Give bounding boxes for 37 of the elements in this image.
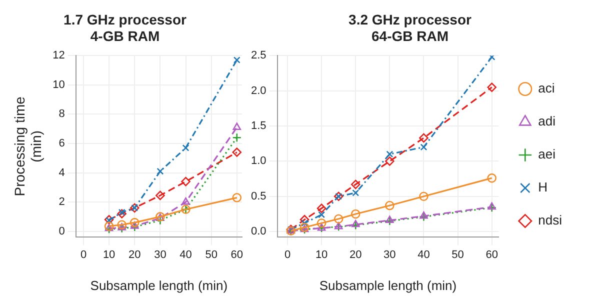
y-tick-label: 0	[58, 225, 65, 238]
legend-label: adi	[538, 114, 556, 129]
y-tick-label: 8	[58, 108, 65, 120]
legend-label: aei	[538, 146, 556, 162]
y-tick-label: 12	[52, 50, 65, 62]
y-tick-label: 2.5	[250, 50, 266, 62]
x-tick-label: 10	[102, 248, 116, 261]
x-tick-label: 20	[128, 248, 141, 261]
y-tick-label: 6	[58, 138, 65, 150]
y-axis-title: Processing time (min)	[11, 96, 44, 196]
chart-title: 1.7 GHz processor 4-GB RAM	[64, 11, 188, 44]
x-tick-label: 0	[80, 248, 87, 261]
y-tick-label: 2.0	[250, 84, 266, 97]
x-tick-label: 50	[452, 248, 464, 261]
x-tick-label: 50	[205, 248, 218, 261]
x-tick-label: 30	[384, 248, 396, 261]
x-tick-label: 10	[315, 248, 328, 261]
x-tick-label: 40	[180, 248, 192, 261]
chart-title: 3.2 GHz processor 64-GB RAM	[348, 11, 472, 44]
y-tick-label: 4	[58, 166, 65, 179]
x-tick-label: 60	[230, 248, 244, 261]
legend-label: aci	[538, 80, 555, 96]
legend-label: H	[538, 180, 548, 195]
x-axis-title: Subsample length (min)	[90, 278, 228, 293]
y-tick-label: 10	[52, 78, 65, 91]
x-tick-label: 20	[349, 248, 362, 261]
y-tick-label: 0.0	[250, 226, 266, 238]
x-tick-label: 30	[154, 248, 166, 261]
x-axis-title: Subsample length (min)	[319, 278, 457, 293]
x-tick-label: 40	[418, 248, 430, 261]
y-tick-label: 0.5	[250, 190, 266, 202]
y-tick-label: 1.0	[250, 155, 266, 168]
x-tick-label: 60	[486, 248, 498, 261]
y-tick-label: 2	[58, 196, 65, 208]
y-tick-label: 1.5	[250, 120, 266, 132]
x-tick-label: 0	[284, 248, 291, 261]
legend-label: ndsi	[538, 212, 562, 228]
